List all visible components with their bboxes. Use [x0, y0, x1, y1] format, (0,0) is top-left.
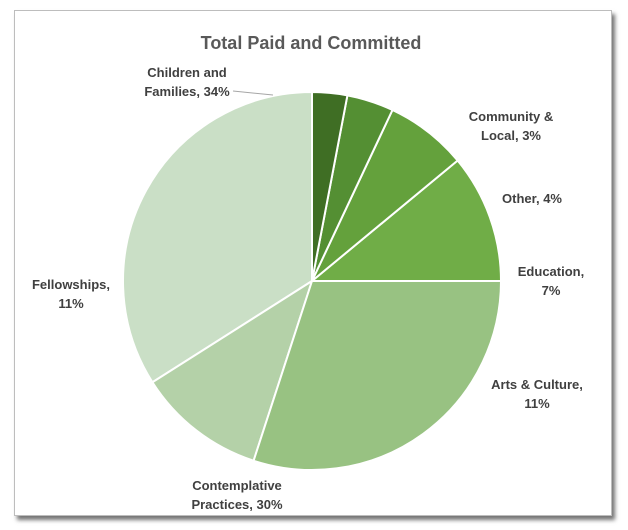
- slice-label-line: 11%: [524, 396, 550, 411]
- slice-labels: Children and Families, 34% Fellowships, 11%…: [32, 65, 584, 512]
- chart-title: Total Paid and Committed: [201, 33, 422, 53]
- slice-label-line: Arts & Culture,: [491, 377, 583, 392]
- pie-slice-community-local: [311, 90, 349, 282]
- pie-slice-contemplative-practices: [252, 280, 503, 471]
- pie-slice-fellowships: [151, 278, 314, 463]
- slice-label-line: Children and: [147, 65, 227, 80]
- slice-label-contemplative-practices: Contemplative Practices, 30%: [191, 478, 283, 512]
- slice-label-line: Education,: [518, 264, 584, 279]
- slice-label-line: Practices, 30%: [191, 497, 283, 512]
- pie-slice-children-and-families: [122, 90, 313, 384]
- slice-label-line: Local, 3%: [481, 128, 541, 143]
- leader-line-children-and-families: [232, 90, 274, 96]
- slice-label-education: Education, 7%: [518, 264, 584, 298]
- pie-slices: [122, 90, 503, 471]
- slice-label-line: Other, 4%: [502, 191, 562, 206]
- slice-label-line: Families, 34%: [144, 84, 230, 99]
- slice-label-line: 11%: [58, 296, 84, 311]
- slice-label-children-and-families: Children and Families, 34%: [144, 65, 230, 99]
- slice-label-other: Other, 4%: [502, 191, 562, 206]
- pie-chart: Total Paid and Committed Children and Fam…: [32, 33, 584, 512]
- pie-slice-arts-culture: [309, 159, 503, 282]
- slice-label-line: Contemplative: [192, 478, 282, 493]
- slice-label-line: 7%: [542, 283, 561, 298]
- chart-frame: Total Paid and Committed Children and Fam…: [14, 10, 612, 516]
- slice-label-line: Community &: [469, 109, 554, 124]
- slice-label-arts-culture: Arts & Culture, 11%: [491, 377, 583, 411]
- slice-label-community-local: Community & Local, 3%: [469, 109, 554, 143]
- leader-lines: [232, 90, 274, 96]
- slice-label-line: Fellowships,: [32, 277, 110, 292]
- slice-label-fellowships: Fellowships, 11%: [32, 277, 110, 311]
